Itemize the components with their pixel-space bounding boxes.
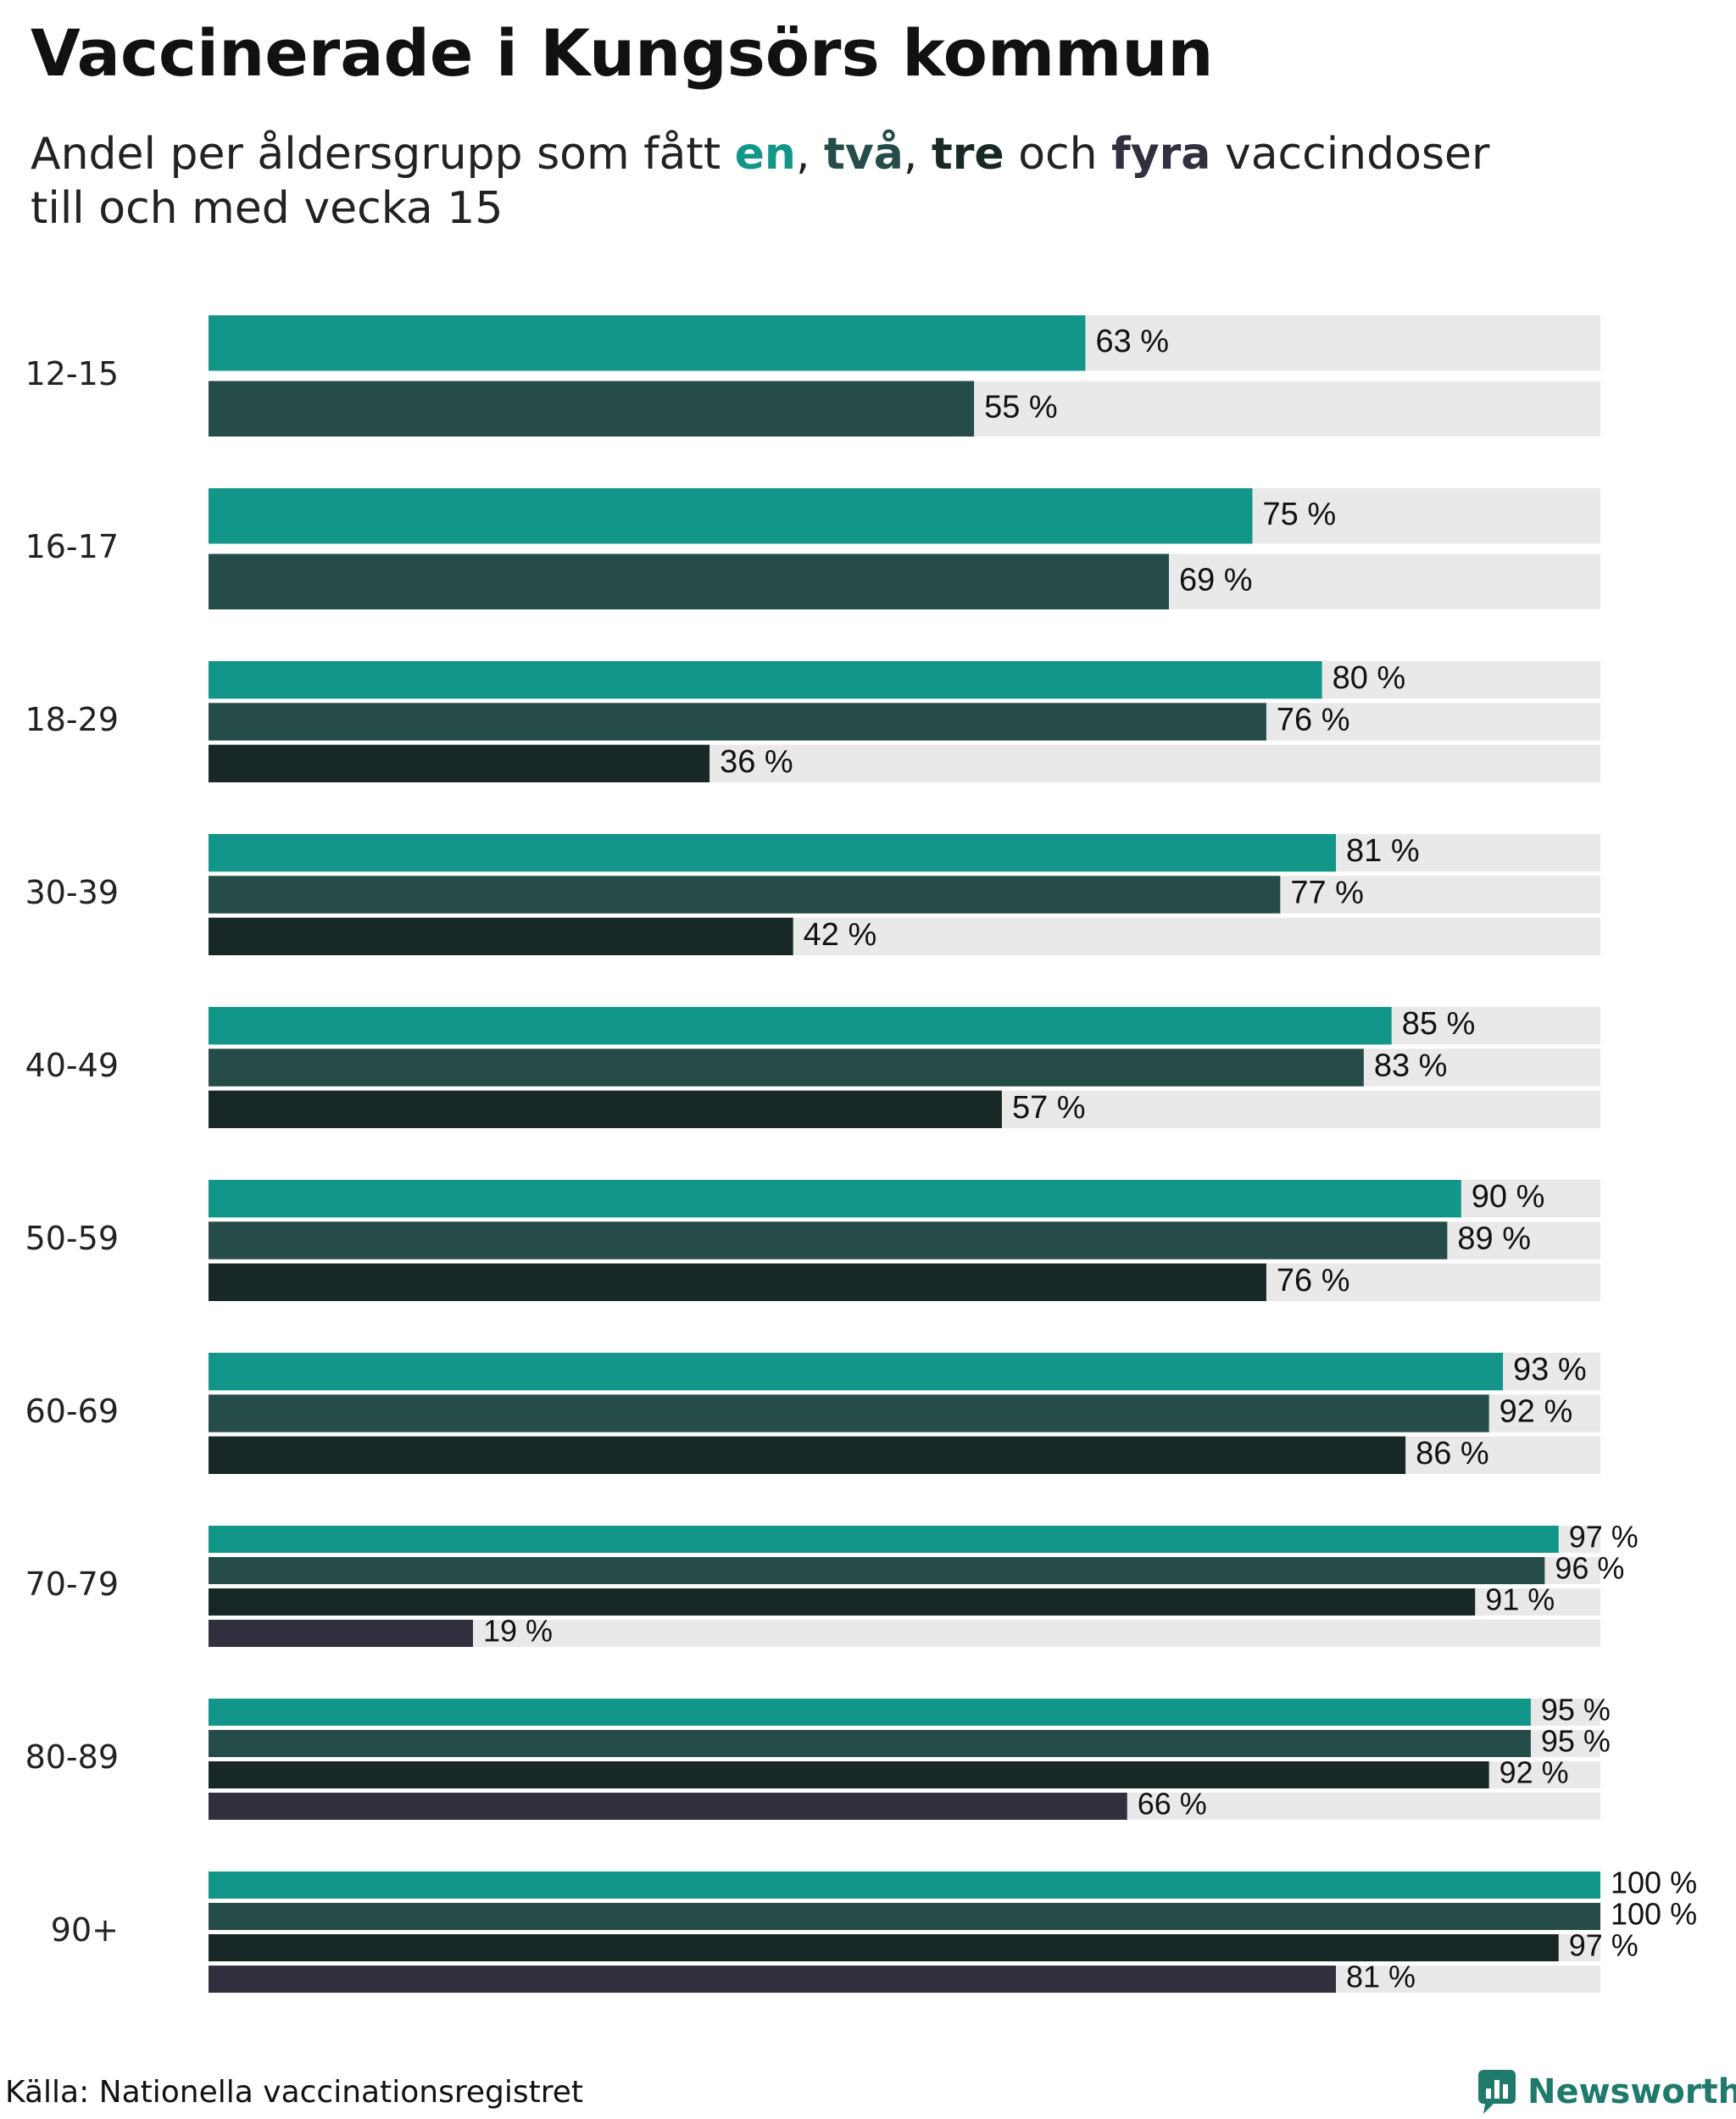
bar-dose-2 xyxy=(209,876,1281,914)
data-label: 95 % xyxy=(1541,1724,1611,1759)
bar-dose-2 xyxy=(209,1903,1600,1930)
bar-dose-3 xyxy=(209,1934,1559,1961)
data-label: 76 % xyxy=(1277,1263,1350,1299)
data-label: 95 % xyxy=(1541,1693,1611,1727)
subtitle-keyword-fyra: fyra xyxy=(1111,129,1211,180)
age-group-label: 30-39 xyxy=(25,874,119,911)
bar-dose-1 xyxy=(209,661,1322,699)
data-label: 69 % xyxy=(1179,562,1253,598)
chart-subtitle: Andel per åldersgrupp som fått en, två, … xyxy=(31,127,1641,236)
data-label: 97 % xyxy=(1569,1520,1639,1554)
data-label: 75 % xyxy=(1263,497,1337,532)
data-label: 92 % xyxy=(1500,1755,1569,1790)
age-group-label: 80-89 xyxy=(25,1738,119,1776)
bar-dose-3 xyxy=(209,917,793,955)
bar-dose-3 xyxy=(209,1090,1002,1128)
data-label: 42 % xyxy=(804,917,877,953)
age-group-label: 90+ xyxy=(51,1911,119,1949)
data-label: 90 % xyxy=(1472,1179,1545,1215)
source-note: Källa: Nationella vaccinationsregistret xyxy=(5,2075,583,2110)
age-group-label: 16-17 xyxy=(25,528,119,565)
age-group-label: 50-59 xyxy=(25,1220,119,1257)
data-label: 92 % xyxy=(1500,1394,1573,1430)
subtitle-keyword-tre: tre xyxy=(931,129,1004,180)
bar-dose-4 xyxy=(209,1620,473,1647)
subtitle-separator: , xyxy=(903,129,932,180)
age-group-label: 40-49 xyxy=(25,1047,119,1084)
data-label: 57 % xyxy=(1012,1090,1086,1126)
bar-dose-4 xyxy=(209,1793,1127,1820)
data-label: 96 % xyxy=(1555,1551,1624,1586)
bar-dose-1 xyxy=(209,1699,1531,1726)
chart-title: Vaccinerade i Kungsörs kommun xyxy=(31,15,1214,91)
data-label: 86 % xyxy=(1416,1436,1489,1471)
age-group-label: 70-79 xyxy=(25,1566,119,1603)
data-label: 36 % xyxy=(720,744,793,780)
data-label: 89 % xyxy=(1457,1221,1531,1257)
bar-dose-1 xyxy=(209,834,1337,872)
bar-dose-1 xyxy=(209,1872,1600,1899)
bar-dose-3 xyxy=(209,1761,1489,1788)
bar-dose-2 xyxy=(209,1394,1489,1432)
data-label: 91 % xyxy=(1485,1582,1555,1617)
subtitle-keyword-tva: två xyxy=(824,129,904,180)
bar-dose-3 xyxy=(209,1436,1406,1474)
newsworthy-logo-icon xyxy=(1478,2070,1516,2114)
data-label: 100 % xyxy=(1611,1897,1697,1932)
data-label: 81 % xyxy=(1346,833,1420,869)
data-label: 83 % xyxy=(1374,1048,1448,1084)
bar-dose-1 xyxy=(209,315,1086,371)
subtitle-line2: till och med vecka 15 xyxy=(31,183,504,234)
subtitle-separator: och xyxy=(1004,129,1112,180)
data-label: 19 % xyxy=(483,1614,553,1649)
bar-dose-3 xyxy=(209,744,710,782)
data-label: 81 % xyxy=(1346,1960,1416,1994)
bar-dose-2 xyxy=(209,703,1266,741)
bar-dose-1 xyxy=(209,488,1253,544)
bar-dose-2 xyxy=(209,1221,1448,1260)
bar-dose-1 xyxy=(209,1526,1559,1553)
bar-dose-2 xyxy=(209,1557,1545,1584)
bar-dose-2 xyxy=(209,381,975,437)
bar-dose-4 xyxy=(209,1966,1337,1993)
bar-dose-3 xyxy=(209,1263,1266,1301)
brand: Newsworthy xyxy=(1477,2068,1736,2116)
bar-dose-1 xyxy=(209,1180,1461,1218)
age-group-label: 60-69 xyxy=(25,1393,119,1430)
data-label: 80 % xyxy=(1333,660,1406,696)
bar-dose-3 xyxy=(209,1588,1476,1616)
subtitle-keyword-en: en xyxy=(734,129,796,180)
data-label: 63 % xyxy=(1095,324,1169,359)
bar-dose-2 xyxy=(209,553,1169,609)
data-label: 77 % xyxy=(1290,876,1364,911)
subtitle-prefix: Andel per åldersgrupp som fått xyxy=(31,129,735,180)
age-group-label: 12-15 xyxy=(25,355,119,392)
subtitle-separator: , xyxy=(795,129,825,180)
subtitle-suffix: vaccindoser xyxy=(1210,129,1490,180)
bar-dose-1 xyxy=(209,1353,1504,1391)
bar-dose-2 xyxy=(209,1048,1364,1087)
brand-name: Newsworthy xyxy=(1527,2072,1736,2111)
bar-dose-2 xyxy=(209,1730,1531,1757)
data-label: 85 % xyxy=(1402,1006,1476,1042)
age-group-label: 18-29 xyxy=(25,701,119,738)
data-label: 76 % xyxy=(1277,703,1350,738)
data-label: 55 % xyxy=(984,389,1058,425)
data-label: 97 % xyxy=(1569,1928,1639,1963)
data-label: 93 % xyxy=(1513,1352,1587,1388)
bar-dose-1 xyxy=(209,1007,1392,1045)
data-label: 100 % xyxy=(1611,1866,1697,1900)
bar-chart: 12-15 63 % 55 % 16-17 75 % 69 % 18-29 80 % 76 % 3… xyxy=(25,315,1697,1994)
data-label: 66 % xyxy=(1138,1787,1207,1821)
